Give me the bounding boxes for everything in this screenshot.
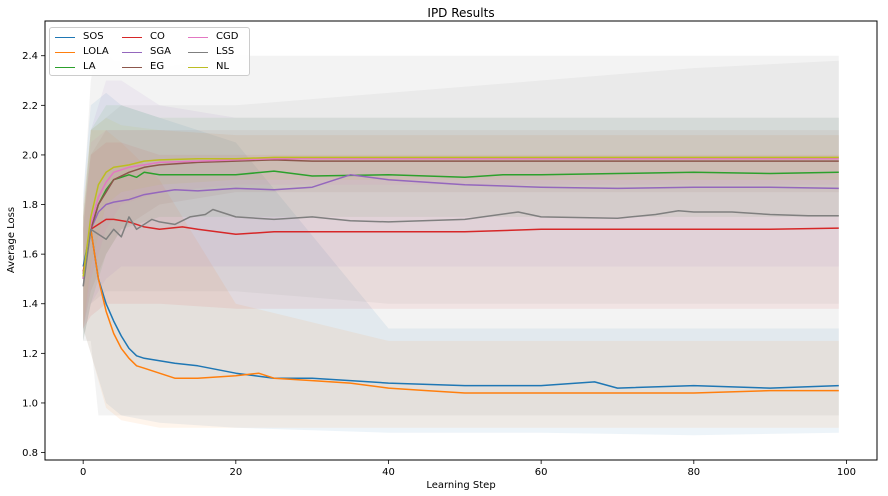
legend-swatch [55, 51, 75, 53]
band-cgd [83, 130, 839, 329]
band-nl [83, 117, 839, 329]
series-line-nl [82, 156, 839, 277]
std-band-layer [83, 60, 839, 436]
legend-swatch [55, 36, 75, 38]
legend-item-lola: LOLA [55, 45, 109, 59]
legend-swatch [122, 51, 142, 53]
legend-item-la: LA [55, 60, 96, 74]
series-line-cgd [82, 157, 839, 280]
legend-label: CGD [216, 31, 239, 42]
legend-item-lss: LSS [188, 45, 234, 59]
series-line-sga [82, 174, 839, 275]
legend-label: SGA [150, 46, 171, 57]
legend: SOS LOLA LA CO SGA EG CGD LSS NL [49, 27, 250, 76]
y-tick-label: 2.0 [22, 150, 38, 161]
legend-label: CO [150, 31, 165, 42]
legend-swatch [188, 36, 208, 38]
y-tick-label: 1.8 [22, 200, 38, 211]
legend-label: LA [83, 61, 96, 72]
x-tick-label: 80 [687, 467, 700, 478]
y-tick-label: 1.0 [22, 398, 38, 409]
legend-item-co: CO [122, 30, 165, 44]
band-lss [83, 60, 839, 341]
x-axis-label: Learning Step [426, 480, 495, 491]
y-tick-label: 2.2 [22, 101, 38, 112]
legend-label: LOLA [83, 46, 109, 57]
band-lola [83, 130, 839, 428]
series-line-layer [82, 156, 839, 394]
legend-swatch [122, 66, 142, 68]
legend-swatch [188, 51, 208, 53]
band-sos [83, 92, 839, 436]
background-band-layer [83, 43, 839, 416]
band-sga [83, 80, 839, 341]
x-tick-label: 40 [382, 467, 395, 478]
x-axis-ticks: 0 20 40 60 80 100 [80, 460, 856, 478]
series-line-sos [82, 228, 839, 389]
legend-item-sos: SOS [55, 30, 104, 44]
y-tick-label: 1.2 [22, 349, 38, 360]
chart-title: IPD Results [427, 6, 494, 20]
y-tick-label: 2.4 [22, 51, 38, 62]
background-band [83, 43, 839, 416]
band-la [83, 105, 839, 341]
y-tick-label: 1.6 [22, 250, 38, 261]
legend-label: LSS [216, 46, 235, 57]
y-axis-label: Average Loss [6, 207, 17, 273]
x-tick-label: 60 [535, 467, 548, 478]
series-line-eg [82, 159, 839, 280]
legend-label: NL [216, 61, 230, 72]
band-eg [83, 130, 839, 329]
y-axis-ticks: 0.8 1.0 1.2 1.4 1.6 1.8 2.0 2.2 2.4 [22, 51, 45, 459]
legend-item-nl: NL [188, 60, 229, 74]
legend-swatch [55, 66, 75, 68]
plot-frame [44, 20, 878, 461]
x-tick-label: 20 [229, 467, 242, 478]
legend-swatch [188, 66, 208, 68]
y-tick-label: 0.8 [22, 448, 38, 459]
series-line-lola [82, 228, 839, 394]
legend-item-cgd: CGD [188, 30, 238, 44]
legend-label: EG [150, 61, 165, 72]
series-line-lss [82, 208, 839, 287]
legend-swatch [122, 36, 142, 38]
x-tick-label: 100 [837, 467, 856, 478]
y-tick-label: 1.4 [22, 299, 38, 310]
legend-item-eg: EG [122, 60, 164, 74]
x-tick-label: 0 [80, 467, 86, 478]
series-line-co [82, 218, 839, 272]
legend-label: SOS [83, 31, 104, 42]
legend-item-sga: SGA [122, 45, 171, 59]
